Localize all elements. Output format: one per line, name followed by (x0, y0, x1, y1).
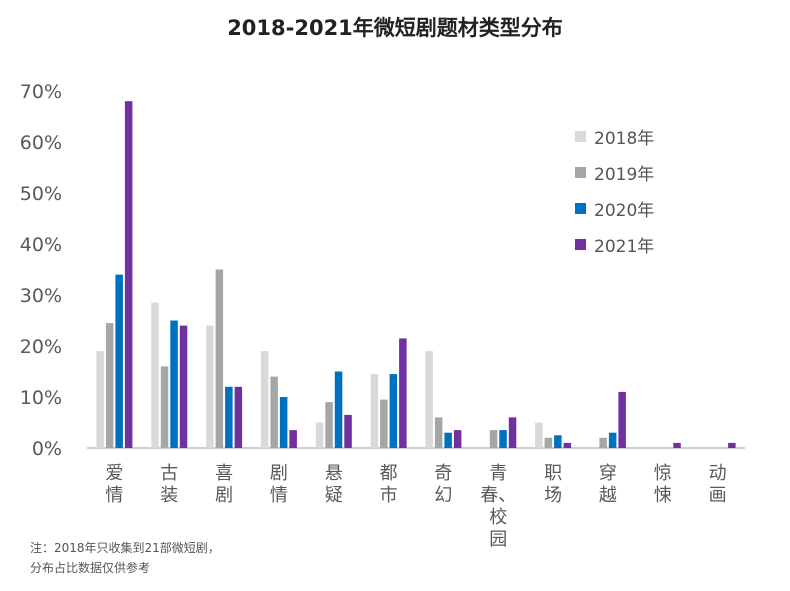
bar-青春、校园-2020年 (499, 430, 507, 448)
footnote-line-2: 分布占比数据仅供参考 (30, 561, 151, 575)
y-tick-label: 60% (20, 132, 62, 154)
x-tick-label: 都市 (380, 463, 398, 506)
bar-青春、校园-2021年 (508, 417, 517, 448)
legend-label-2019: 2019年 (594, 164, 655, 185)
bar-悬疑-2020年 (334, 371, 343, 448)
bar-爱情-2021年 (124, 101, 133, 448)
bar-喜剧-2020年 (225, 386, 233, 448)
bar-职场-2020年 (554, 435, 562, 449)
x-tick-label: 奇幻 (434, 463, 452, 506)
legend-label-2018: 2018年 (594, 128, 655, 149)
x-tick-label: 职场 (544, 463, 562, 506)
footnote-line-1: 注：2018年只收集到21部微短剧， (30, 541, 220, 555)
x-tick-label: 悬疑 (325, 463, 343, 506)
x-tick-label: 爱情 (105, 463, 123, 506)
bar-惊悚-2021年 (673, 442, 681, 448)
bar-动画-2021年 (728, 442, 736, 448)
bar-喜剧-2018年 (206, 325, 214, 448)
bar-喜剧-2021年 (234, 386, 243, 448)
legend-item-2021: 2021年 (575, 226, 654, 262)
bar-都市-2021年 (399, 338, 407, 448)
y-tick-label: 30% (20, 285, 62, 307)
bars-group (96, 101, 736, 449)
legend-item-2020: 2020年 (575, 190, 654, 226)
x-tick-label: 剧情 (270, 463, 288, 506)
y-tick-label: 40% (20, 234, 62, 256)
legend-item-2019: 2019年 (575, 154, 654, 190)
x-tick-label: 喜剧 (215, 463, 233, 506)
bar-古装-2020年 (170, 320, 178, 448)
y-tick-label: 20% (20, 336, 62, 358)
bar-奇幻-2021年 (453, 430, 462, 448)
bar-古装-2018年 (151, 302, 159, 448)
bar-剧情-2018年 (260, 351, 269, 448)
bar-都市-2018年 (370, 374, 379, 448)
legend-swatch-2021 (575, 238, 586, 250)
y-axis: 0% 10% 20% 30% 40% 50% 60% 70% (20, 81, 62, 460)
bar-职场-2019年 (544, 437, 553, 448)
x-tick-label: 穿越 (599, 463, 617, 506)
bar-青春、校园-2019年 (489, 430, 498, 448)
bar-悬疑-2018年 (315, 422, 324, 448)
legend-swatch-2019 (575, 166, 586, 178)
x-tick-label: 青春、校园 (480, 463, 516, 550)
bar-职场-2018年 (535, 422, 543, 448)
bar-喜剧-2019年 (215, 269, 224, 448)
bar-古装-2021年 (179, 325, 188, 448)
bar-悬疑-2021年 (344, 414, 352, 448)
x-tick-label: 古装 (160, 463, 178, 506)
bar-剧情-2019年 (270, 376, 278, 448)
bar-奇幻-2018年 (425, 351, 433, 448)
bar-穿越-2021年 (618, 391, 626, 448)
legend-label-2020: 2020年 (594, 200, 655, 221)
bar-都市-2020年 (389, 374, 398, 448)
legend-label-2021: 2021年 (594, 236, 655, 257)
bar-奇幻-2019年 (434, 417, 443, 448)
bar-爱情-2020年 (115, 274, 123, 448)
bar-穿越-2020年 (608, 432, 617, 448)
bar-爱情-2019年 (105, 323, 114, 448)
y-tick-label: 0% (32, 438, 62, 460)
bar-穿越-2019年 (599, 437, 607, 448)
legend-item-2018: 2018年 (575, 118, 654, 154)
bar-古装-2019年 (160, 366, 169, 448)
bar-剧情-2021年 (289, 430, 297, 448)
bar-奇幻-2020年 (444, 432, 452, 448)
bar-爱情-2018年 (96, 351, 104, 448)
bar-职场-2021年 (563, 442, 572, 448)
bar-悬疑-2019年 (325, 402, 333, 448)
bar-都市-2019年 (380, 399, 388, 448)
x-tick-label: 动画 (709, 463, 727, 506)
y-tick-label: 70% (20, 81, 62, 103)
y-tick-label: 50% (20, 183, 62, 205)
legend: 2018年 2019年 2020年 2021年 (575, 118, 654, 262)
x-tick-label: 惊悚 (654, 463, 672, 506)
legend-swatch-2020 (575, 202, 586, 214)
legend-swatch-2018 (575, 130, 586, 142)
bar-剧情-2020年 (279, 397, 288, 448)
y-tick-label: 10% (20, 387, 62, 409)
chart-title: 2018-2021年微短剧题材类型分布 (227, 16, 563, 40)
footnote: 注：2018年只收集到21部微短剧， 分布占比数据仅供参考 (30, 538, 220, 578)
